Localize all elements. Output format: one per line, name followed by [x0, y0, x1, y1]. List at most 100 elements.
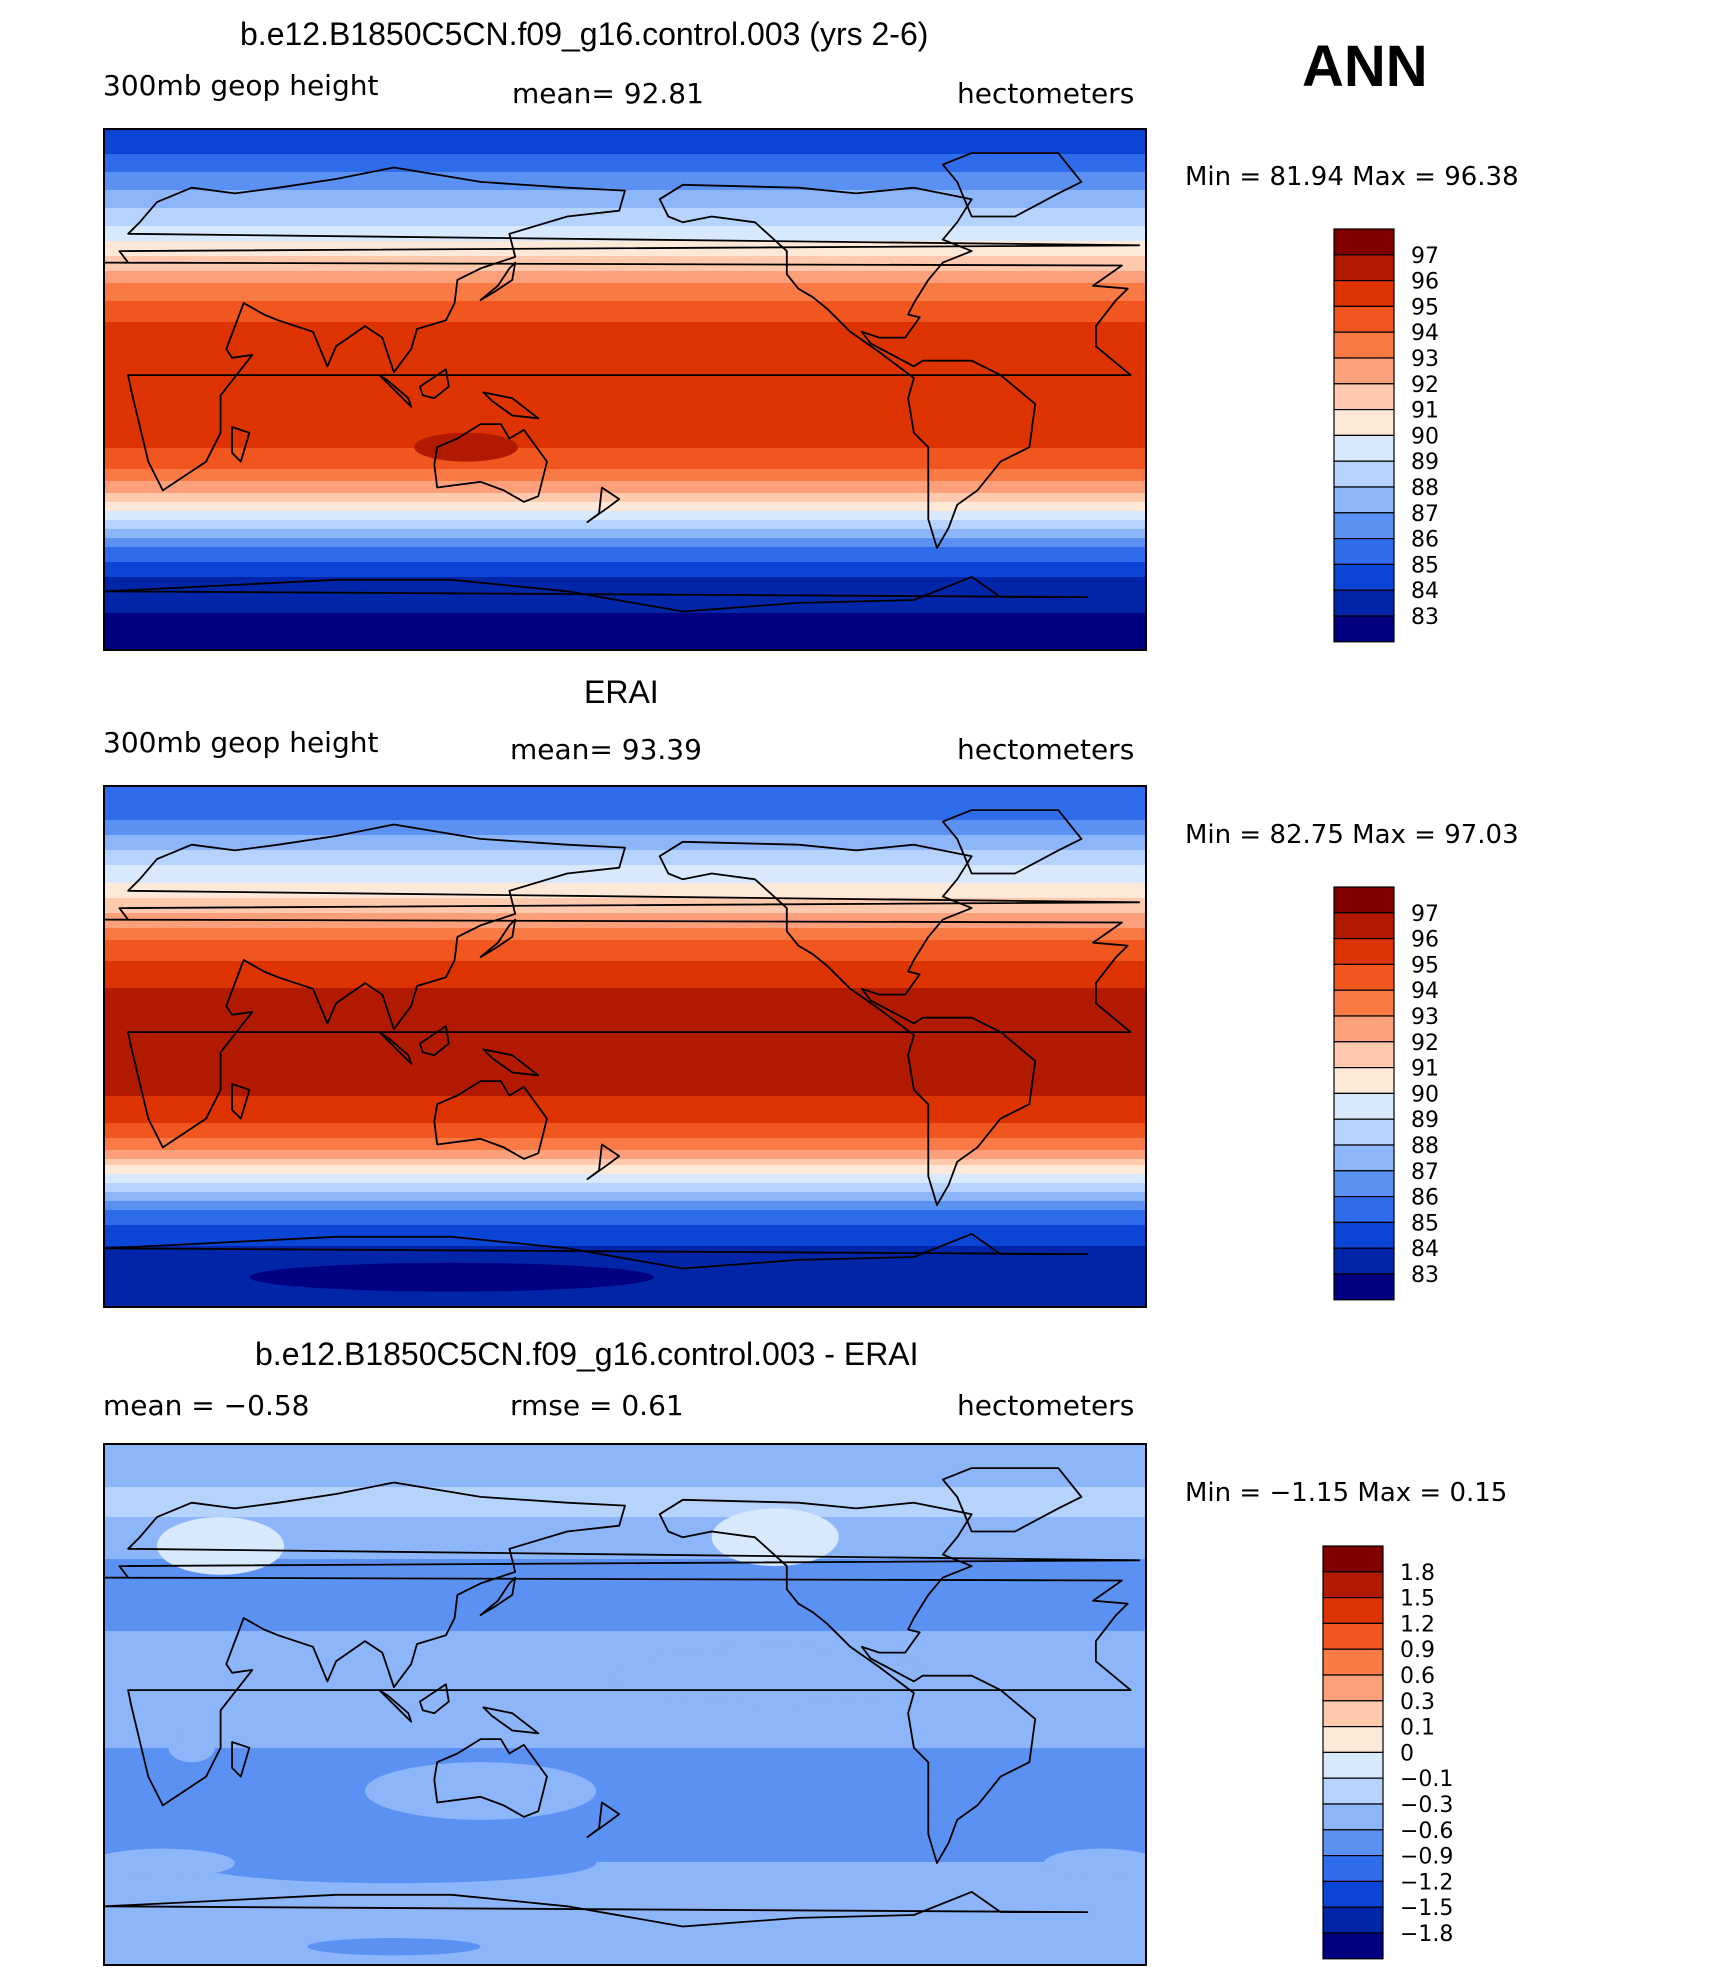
colorbar-box	[1322, 1622, 1384, 1650]
contour-band	[105, 796, 1145, 800]
contour-band	[105, 1646, 1145, 1650]
coastline	[105, 1232, 1089, 1270]
colorbar-label: 93	[1411, 347, 1439, 372]
contour-band	[105, 451, 1145, 455]
colorbar-label: 85	[1411, 553, 1439, 578]
contour-band	[105, 1748, 1145, 1752]
contour-band	[105, 1625, 1145, 1629]
contour-band	[105, 1066, 1145, 1070]
contour-band	[105, 1835, 1145, 1839]
contour-band	[105, 823, 1145, 827]
contour-band	[105, 1294, 1145, 1298]
colorbar-box	[1333, 538, 1395, 566]
contour-band	[105, 172, 1145, 176]
colorbar-label: 87	[1411, 502, 1439, 527]
contour-band	[105, 1093, 1145, 1097]
colorbar-label: −1.5	[1400, 1896, 1453, 1921]
contour-band	[105, 142, 1145, 146]
contour-band	[105, 1790, 1145, 1794]
colorbar-box	[1333, 1144, 1395, 1172]
contour-band	[105, 1733, 1145, 1737]
contour-band	[105, 880, 1145, 884]
contour-band	[105, 640, 1145, 644]
colorbar-box	[1333, 331, 1395, 359]
contour-band	[105, 1466, 1145, 1470]
contour-band	[105, 1901, 1145, 1905]
contour-band	[105, 814, 1145, 818]
contour-band	[105, 805, 1145, 809]
contour-band	[105, 1027, 1145, 1031]
contour-band	[105, 595, 1145, 599]
panel3-map	[103, 1443, 1147, 1966]
colorbar-label: 97	[1411, 244, 1439, 269]
contour-band	[105, 1054, 1145, 1058]
contour-band	[105, 1448, 1145, 1452]
colorbar-label: −1.2	[1400, 1870, 1453, 1895]
coastline	[105, 1890, 1089, 1928]
contour-band	[105, 1517, 1145, 1521]
panel3-units-label: hectometers	[957, 1389, 1135, 1422]
contour-band	[105, 1078, 1145, 1082]
contour-band	[105, 1490, 1145, 1494]
coastline	[105, 166, 1141, 492]
contour-band	[105, 1799, 1145, 1803]
contour-band	[105, 1613, 1145, 1617]
contour-band	[105, 1535, 1145, 1539]
contour-band	[105, 499, 1145, 503]
colorbar-box	[1333, 1273, 1395, 1301]
contour-region	[711, 1508, 839, 1567]
contour-band	[105, 1457, 1145, 1461]
contour-band	[105, 634, 1145, 638]
contour-band	[105, 1592, 1145, 1596]
contour-band	[105, 790, 1145, 794]
contour-band	[105, 508, 1145, 512]
panel1-map	[103, 128, 1147, 651]
contour-band	[105, 292, 1145, 296]
contour-band	[105, 898, 1145, 902]
contour-band	[105, 637, 1145, 641]
contour-band	[105, 610, 1145, 614]
contour-band	[105, 553, 1145, 557]
contour-region	[168, 1733, 215, 1763]
contour-band	[105, 1126, 1145, 1130]
contour-band	[105, 139, 1145, 143]
contour-band	[105, 505, 1145, 509]
contour-band	[105, 232, 1145, 236]
contour-band	[105, 802, 1145, 806]
contour-band	[105, 1661, 1145, 1665]
panel1-variable-label: 300mb geop height	[103, 69, 379, 102]
contour-band	[105, 1520, 1145, 1524]
contour-band	[105, 979, 1145, 983]
contour-band	[105, 1556, 1145, 1560]
contour-band	[105, 298, 1145, 302]
contour-band	[105, 1919, 1145, 1923]
contour-band	[105, 256, 1145, 260]
contour-band	[105, 538, 1145, 542]
colorbar-label: −1.8	[1400, 1922, 1453, 1947]
contour-band	[105, 1153, 1145, 1157]
contour-band	[105, 1916, 1145, 1920]
contour-band	[105, 382, 1145, 386]
contour-band	[105, 1156, 1145, 1160]
contour-band	[105, 1084, 1145, 1088]
colorbar-box	[1333, 1092, 1395, 1120]
contour-band	[105, 1598, 1145, 1602]
contour-band	[105, 433, 1145, 437]
coastline	[941, 809, 1083, 875]
contour-band	[105, 343, 1145, 347]
contour-band	[105, 646, 1145, 649]
contour-band	[105, 886, 1145, 890]
contour-band	[105, 1183, 1145, 1187]
contour-band	[105, 1775, 1145, 1779]
colorbar-box	[1333, 1015, 1395, 1043]
panel1-title: b.e12.B1850C5CN.f09_g16.control.003 (yrs…	[240, 16, 929, 52]
contour-band	[105, 1583, 1145, 1587]
contour-region	[206, 1580, 351, 1627]
contour-band	[105, 403, 1145, 407]
contour-band	[105, 991, 1145, 995]
contour-band	[105, 415, 1145, 419]
colorbar-box	[1333, 563, 1395, 591]
contour-band	[105, 577, 1145, 581]
contour-band	[105, 1796, 1145, 1800]
colorbar-box	[1333, 937, 1395, 965]
